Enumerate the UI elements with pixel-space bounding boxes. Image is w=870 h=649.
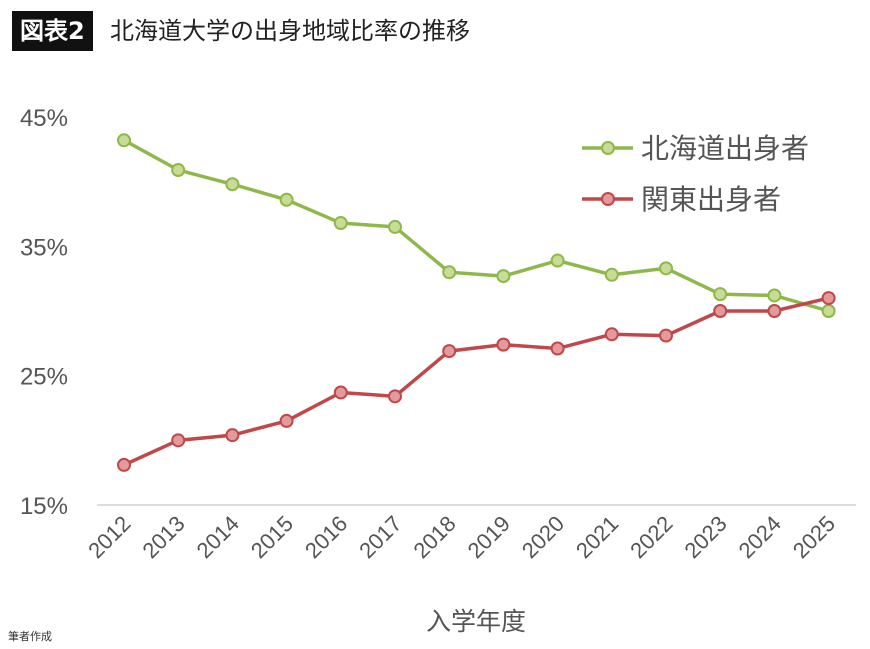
data-point	[821, 304, 836, 318]
data-point	[117, 133, 131, 148]
data-point	[713, 304, 728, 318]
data-point	[496, 269, 511, 284]
y-tick-label: 15%	[20, 493, 68, 520]
chart-title: 北海道大学の出身地域比率の推移	[110, 17, 470, 45]
x-tick-label: 2014	[192, 511, 244, 563]
data-point	[442, 265, 457, 280]
data-point	[388, 389, 402, 404]
x-tick-label: 2022	[625, 511, 677, 563]
x-tick-label: 2013	[137, 511, 189, 563]
data-point	[171, 163, 186, 178]
series-line	[123, 296, 830, 467]
legend-marker	[601, 141, 615, 155]
data-point	[550, 253, 565, 268]
y-tick-label: 25%	[20, 364, 68, 391]
data-point	[659, 328, 673, 343]
x-tick-label: 2023	[679, 511, 731, 563]
y-tick-label: 35%	[20, 234, 68, 261]
x-tick-label: 2024	[734, 511, 786, 563]
data-point	[604, 327, 619, 342]
data-point	[225, 177, 240, 192]
x-tick-label: 2015	[246, 511, 298, 563]
data-point	[659, 261, 673, 276]
x-tick-label: 2016	[300, 511, 352, 563]
series-line	[123, 138, 830, 313]
legend-marker	[601, 192, 615, 206]
data-point	[333, 216, 348, 231]
x-tick-label: 2018	[408, 511, 460, 563]
y-tick-label: 45%	[20, 105, 68, 132]
x-axis-label: 入学年度	[426, 607, 526, 636]
data-point	[767, 288, 782, 303]
x-tick-label: 2025	[788, 511, 840, 563]
x-tick-label: 2019	[463, 511, 515, 563]
x-tick-label: 2020	[517, 511, 569, 563]
figure-badge: 図表2	[12, 11, 93, 51]
data-point	[333, 385, 348, 400]
data-point	[225, 428, 240, 443]
x-tick-label: 2021	[571, 511, 623, 563]
data-point	[117, 457, 131, 472]
data-point	[821, 291, 836, 306]
data-point	[279, 192, 294, 207]
legend-label: 北海道出身者	[641, 132, 809, 165]
footnote: 筆者作成	[8, 630, 52, 643]
data-point	[713, 287, 728, 302]
data-point	[604, 267, 619, 282]
data-point	[550, 341, 565, 356]
data-point	[767, 304, 782, 318]
data-point	[171, 433, 186, 448]
data-point	[279, 413, 294, 428]
data-point	[442, 344, 457, 359]
data-point	[496, 337, 511, 352]
data-point	[388, 219, 402, 234]
x-tick-label: 2012	[83, 511, 135, 563]
legend-label: 関東出身者	[641, 183, 781, 216]
x-tick-label: 2017	[354, 511, 406, 563]
